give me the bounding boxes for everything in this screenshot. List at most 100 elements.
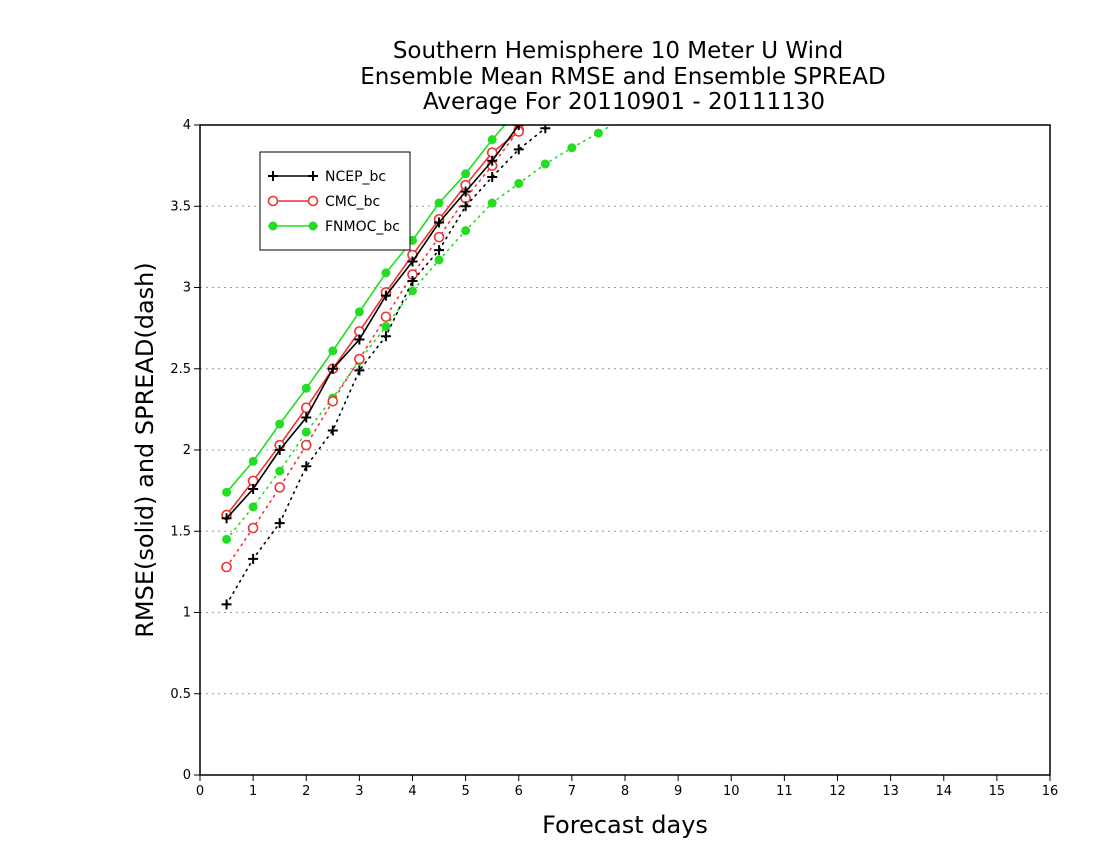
y-tick-label: 0 (183, 768, 191, 783)
x-tick-label: 12 (829, 784, 846, 799)
spread-point-ncep-bc (407, 276, 418, 286)
series-ncep-bc (221, 125, 551, 610)
rmse-point-ncep-bc (327, 363, 338, 374)
x-tick-label: 10 (723, 784, 740, 799)
rmse-point-ncep-bc (434, 217, 445, 228)
spread-point-cmc-bc (354, 353, 365, 365)
rmse-point-fnmoc-bc (222, 487, 232, 497)
y-tick-label: 0.5 (170, 687, 191, 702)
spread-point-cmc-bc (221, 561, 232, 573)
spread-point-fnmoc-bc (540, 159, 550, 169)
legend-label: NCEP_bc (325, 169, 386, 185)
x-tick-label: 13 (882, 784, 899, 799)
legend-label: FNMOC_bc (325, 219, 400, 235)
spread-point-cmc-bc (327, 395, 339, 407)
spread-point-cmc-bc (433, 231, 445, 243)
rmse-point-fnmoc-bc (248, 456, 258, 466)
rmse-point-ncep-bc (354, 334, 365, 345)
spread-point-ncep-bc (221, 599, 232, 610)
rmse-point-ncep-bc (407, 256, 418, 267)
spread-point-ncep-bc (380, 331, 391, 342)
chart-title-line-1: Southern Hemisphere 10 Meter U Wind (393, 38, 843, 64)
rmse-point-ncep-bc (513, 125, 524, 130)
chart-title-line-2: Ensemble Mean RMSE and Ensemble SPREAD (360, 64, 885, 90)
legend-marker (267, 195, 279, 207)
rmse-point-fnmoc-bc (434, 198, 444, 208)
legend-entry-fnmoc-bc: FNMOC_bc (268, 219, 400, 235)
rmse-point-fnmoc-bc (461, 169, 471, 179)
x-tick-label: 1 (249, 784, 257, 799)
x-tick-label: 9 (674, 784, 682, 799)
series-layer (221, 125, 614, 610)
spread-line-fnmoc-bc (225, 125, 614, 541)
x-tick-label: 5 (461, 784, 469, 799)
y-tick-label: 1.5 (170, 524, 191, 539)
spread-point-cmc-bc (274, 482, 285, 493)
legend-marker (268, 221, 278, 231)
spread-point-ncep-bc (513, 144, 524, 155)
legend-marker (308, 171, 318, 181)
spread-point-fnmoc-bc (434, 255, 444, 265)
rmse-point-ncep-bc (274, 445, 285, 455)
spread-point-ncep-bc (487, 172, 498, 182)
spread-point-ncep-bc (274, 518, 285, 529)
spread-point-cmc-bc (380, 311, 392, 323)
x-tick-label: 3 (355, 784, 363, 799)
x-tick-label: 16 (1042, 784, 1059, 799)
legend-marker (268, 171, 278, 181)
x-tick-label: 0 (196, 784, 204, 799)
x-axis-label: Forecast days (542, 811, 708, 839)
legend-marker (308, 221, 318, 231)
x-tick-label: 15 (989, 784, 1006, 799)
spread-point-ncep-bc (540, 125, 551, 134)
spread-point-fnmoc-bc (567, 143, 577, 153)
x-tick-label: 4 (408, 784, 416, 799)
x-tick-label: 14 (935, 784, 952, 799)
y-tick-label: 3.5 (170, 199, 191, 214)
spread-point-fnmoc-bc (222, 534, 232, 544)
spread-point-fnmoc-bc (514, 179, 524, 188)
x-tick-label: 6 (515, 784, 523, 799)
spread-point-fnmoc-bc (301, 427, 311, 437)
y-tick-label: 1 (183, 606, 191, 621)
rmse-point-ncep-bc (301, 412, 312, 423)
y-tick-label: 2 (183, 443, 191, 458)
y-axis: 0 0.5 1 1.5 2 2.5 3 3.5 4 (170, 118, 200, 783)
rmse-line-cmc-bc (225, 130, 520, 516)
legend-label: CMC_bc (325, 194, 380, 210)
legend-entry-cmc-bc: CMC_bc (267, 194, 380, 210)
x-axis: 0 1 2 3 4 5 6 7 8 9 10 11 12 13 14 15 16 (196, 775, 1058, 799)
spread-point-ncep-bc (327, 425, 338, 436)
x-tick-label: 7 (568, 784, 576, 799)
legend-entry-ncep-bc: NCEP_bc (268, 169, 386, 185)
y-tick-label: 2.5 (170, 362, 191, 377)
spread-point-ncep-bc (434, 245, 445, 256)
y-axis-label: RMSE(solid) and SPREAD(dash) (131, 262, 159, 638)
spread-point-ncep-bc (248, 553, 259, 564)
spread-point-fnmoc-bc (408, 286, 417, 296)
x-tick-label: 2 (302, 784, 310, 799)
chart-title: Southern Hemisphere 10 Meter U Wind Ense… (360, 38, 885, 115)
spread-point-fnmoc-bc (248, 502, 258, 512)
spread-point-fnmoc-bc (381, 322, 391, 331)
legend: NCEP_bc CMC_bc FNMOC_bc (259, 151, 411, 251)
chart-title-line-3: Average For 20110901 - 20111130 (423, 89, 825, 115)
x-tick-label: 11 (776, 784, 793, 799)
y-tick-label: 4 (183, 118, 191, 133)
rmse-line-ncep-bc (226, 125, 520, 519)
rmse-point-ncep-bc (221, 513, 232, 524)
rmse-line-fnmoc-bc (225, 125, 506, 493)
rmse-point-ncep-bc (460, 186, 471, 197)
rmse-point-fnmoc-bc (301, 383, 311, 393)
spread-point-fnmoc-bc (275, 466, 285, 476)
y-gridlines (200, 205, 1050, 695)
spread-point-ncep-bc (354, 365, 365, 376)
x-tick-label: 8 (621, 784, 629, 799)
spread-point-cmc-bc (247, 522, 259, 534)
rmse-point-ncep-bc (248, 484, 259, 494)
legend-marker (307, 195, 319, 207)
spread-point-fnmoc-bc (593, 128, 603, 138)
spread-point-ncep-bc (460, 201, 471, 212)
spread-point-cmc-bc (300, 439, 312, 451)
